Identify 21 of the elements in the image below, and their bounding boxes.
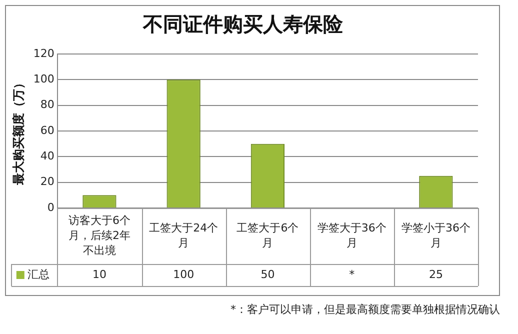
x-tick-label: 工签大于24个月 xyxy=(149,221,218,250)
y-tick-label: 80 xyxy=(40,98,54,112)
data-label: 25 xyxy=(428,268,443,281)
y-tick-label: 40 xyxy=(40,150,54,163)
x-tick-label: 学签小于36个月 xyxy=(401,221,470,250)
data-label: 10 xyxy=(92,268,106,281)
y-tick-label: 60 xyxy=(40,124,54,137)
data-label: 100 xyxy=(173,268,194,281)
x-tick-label: 访客大于6个月，后续2年不出境 xyxy=(68,214,130,257)
y-tick-label: 20 xyxy=(40,175,54,188)
text: * xyxy=(349,268,355,281)
legend-label: 汇总 xyxy=(27,268,50,281)
y-tick-label: 0 xyxy=(47,200,54,214)
x-tick-label: 学签大于36个月 xyxy=(317,221,386,250)
x-tick-label: 工签大于6个月 xyxy=(236,221,299,250)
y-tick-label: 120 xyxy=(33,46,54,60)
y-axis-title: 最大购买额度（万） xyxy=(11,77,26,186)
y-tick-label: 100 xyxy=(33,72,54,86)
chart-title: 不同证件购买人寿保险 xyxy=(142,12,344,36)
data-label: 50 xyxy=(260,268,275,281)
text: *：客户可以申请，但是最高额度需要单独根据情况确认 xyxy=(230,302,500,316)
